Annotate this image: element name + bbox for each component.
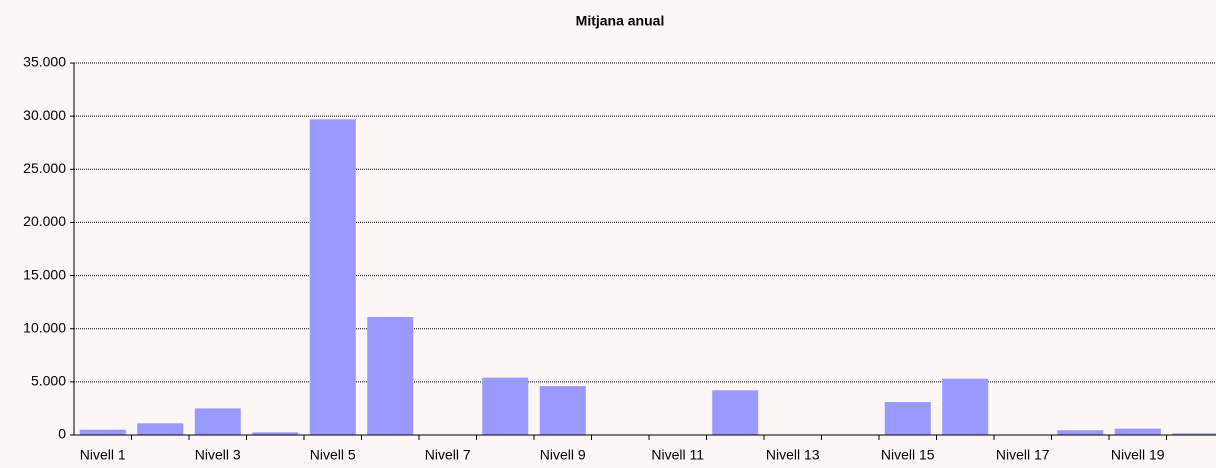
bar xyxy=(884,402,931,435)
y-tick-label: 25.000 xyxy=(23,160,66,176)
bar xyxy=(309,119,356,436)
x-tick-label: Nivell 17 xyxy=(996,447,1050,463)
bar xyxy=(712,390,759,435)
x-tick-label: Nivell 5 xyxy=(310,447,356,463)
bar xyxy=(367,317,414,435)
y-tick-label: 20.000 xyxy=(23,213,66,229)
x-tick-label: Nivell 13 xyxy=(766,447,820,463)
bar xyxy=(942,378,989,435)
x-tick-label: Nivell 3 xyxy=(195,447,241,463)
y-tick-label: 5.000 xyxy=(31,373,66,389)
x-tick-label: Nivell 9 xyxy=(540,447,586,463)
bar xyxy=(137,423,184,435)
bar xyxy=(194,408,241,435)
x-tick-label: Nivell 11 xyxy=(651,447,704,463)
bar xyxy=(1172,433,1216,435)
y-tick-label: 15.000 xyxy=(23,266,66,282)
y-tick-label: 0 xyxy=(58,426,66,442)
x-tick-label: Nivell 1 xyxy=(80,447,126,463)
bar xyxy=(539,386,586,435)
bar xyxy=(1114,428,1161,435)
y-tick-label: 10.000 xyxy=(23,319,66,335)
y-tick-label: 35.000 xyxy=(23,54,66,70)
bar xyxy=(1057,430,1104,435)
x-tick-label: Nivell 7 xyxy=(425,447,471,463)
x-tick-label: Nivell 15 xyxy=(881,447,935,463)
y-tick-label: 30.000 xyxy=(23,107,66,123)
bar xyxy=(79,429,126,435)
bar xyxy=(482,377,529,435)
x-tick-label: Nivell 19 xyxy=(1111,447,1165,463)
chart-title: Mitjana anual xyxy=(576,13,665,29)
bar xyxy=(252,432,299,435)
